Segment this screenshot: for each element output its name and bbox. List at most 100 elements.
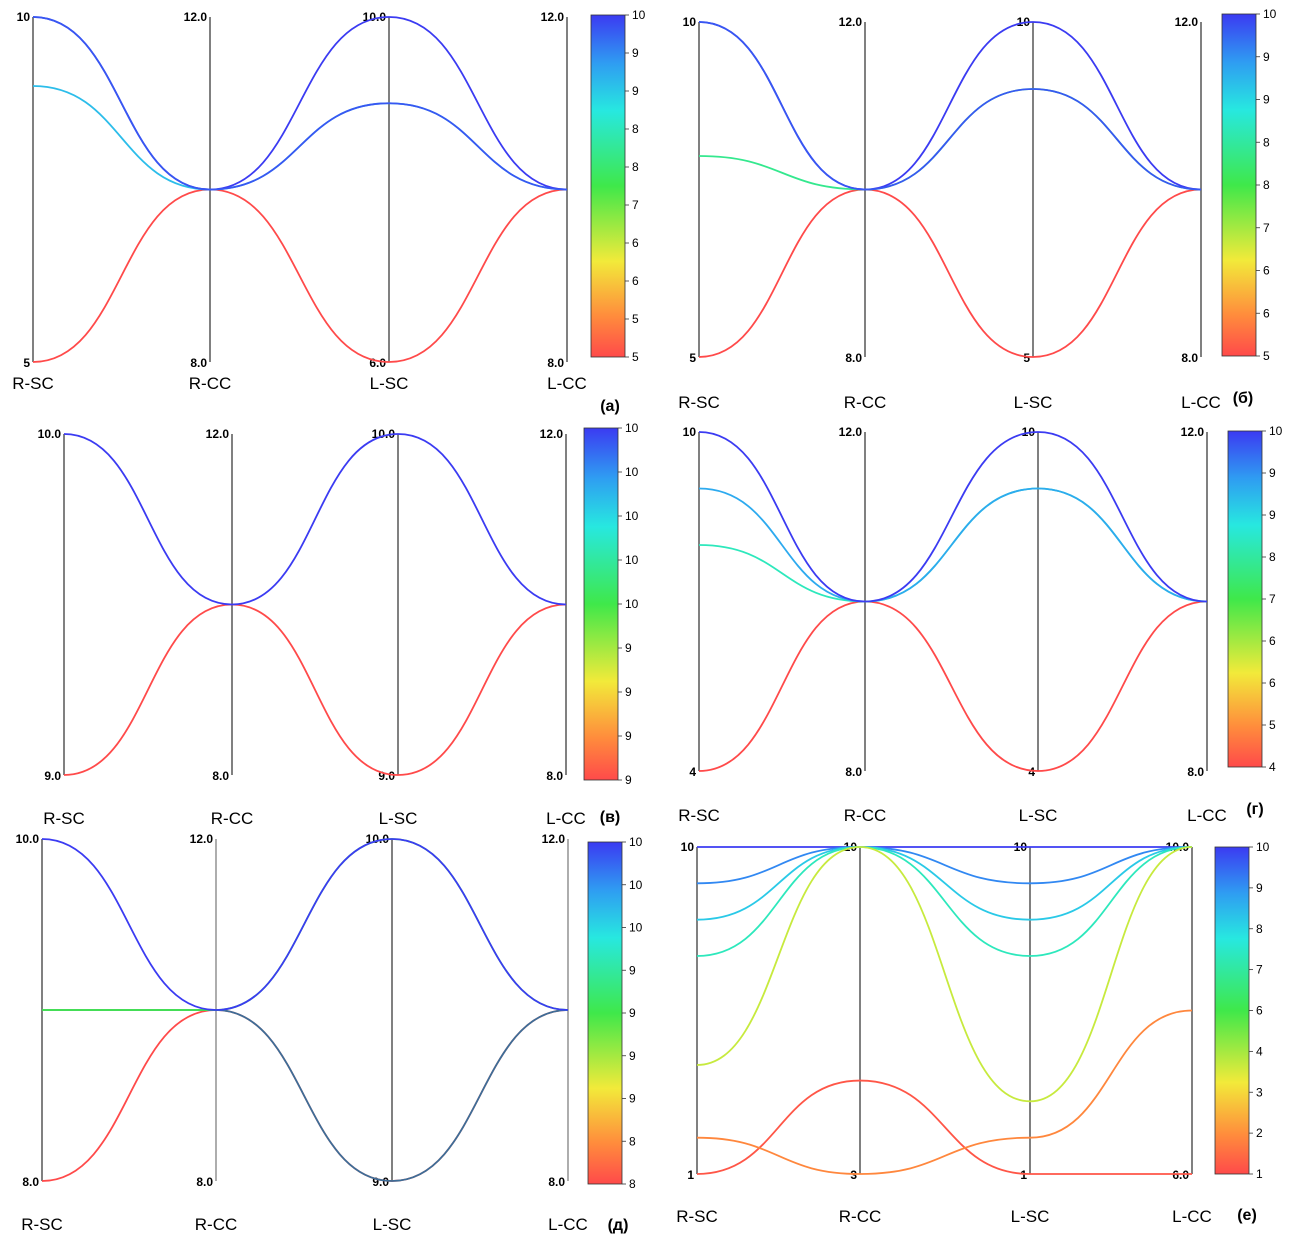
panel-label: (а) — [600, 398, 620, 415]
axis-name-label: R-CC — [839, 1207, 882, 1226]
axis-top-tick: 12.0 — [1181, 425, 1205, 439]
colorbar-tick-label: 8 — [1263, 178, 1270, 192]
axis-bottom-tick: 4 — [689, 765, 696, 779]
colorbar-tick-label: 10 — [632, 8, 646, 22]
colorbar-tick-label: 6 — [1263, 306, 1270, 320]
colorbar-frame — [590, 14, 626, 358]
colorbar-tick-label: 6 — [1263, 264, 1270, 278]
data-line — [696, 846, 1193, 921]
data-line — [63, 433, 567, 606]
axis-name-label: R-CC — [211, 809, 254, 828]
colorbar-tick-label: 9 — [1263, 93, 1270, 107]
axis-bottom-tick: 3 — [850, 1168, 857, 1182]
colorbar-tick-label: 9 — [1269, 466, 1276, 480]
colorbar-tick-label: 8 — [629, 1177, 636, 1191]
axis-top-tick: 12.0 — [839, 15, 863, 29]
colorbar-tick-label: 8 — [1263, 135, 1270, 149]
colorbar-tick-label: 5 — [632, 312, 639, 326]
colorbar-tick-label: 10 — [625, 553, 639, 567]
colorbar-tick-label: 9 — [625, 729, 632, 743]
panel-label: (д) — [608, 1217, 629, 1234]
axis-bottom-tick: 8.0 — [845, 765, 862, 779]
axis-name-label: R-CC — [844, 393, 887, 412]
axis-bottom-tick: 8.0 — [22, 1175, 39, 1189]
axis-name-label: L-CC — [546, 809, 586, 828]
data-line — [32, 188, 568, 363]
colorbar-tick-label: 9 — [1256, 881, 1263, 895]
colorbar — [1228, 431, 1262, 767]
axis-name-label: L-SC — [370, 374, 409, 393]
colorbar-tick-label: 7 — [632, 198, 639, 212]
axis-top-tick: 12.0 — [540, 427, 564, 441]
data-line — [32, 16, 568, 191]
axis-bottom-tick: 9.0 — [378, 769, 395, 783]
colorbar-tick-label: 7 — [1263, 221, 1270, 235]
axis-bottom-tick: 5 — [689, 351, 696, 365]
colorbar-tick-label: 9 — [1263, 50, 1270, 64]
colorbar — [588, 842, 622, 1184]
colorbar-tick-label: 5 — [1269, 718, 1276, 732]
data-line — [698, 431, 1208, 603]
axis-bottom-tick: 1 — [1020, 1168, 1027, 1182]
axis-name-label: L-CC — [1181, 393, 1221, 412]
colorbar-tick-label: 4 — [1269, 760, 1276, 774]
data-line — [698, 21, 1202, 191]
axis-top-tick: 12.0 — [839, 425, 863, 439]
colorbar-tick-label: 5 — [632, 350, 639, 364]
axis-name-label: L-SC — [1019, 806, 1058, 825]
chart-panel: 10.09.0R-SC12.08.0R-CC10.09.0L-SC12.08.0… — [38, 421, 639, 828]
chart-panel: 105R-SC12.08.0R-CC105L-SC12.08.0L-CC1099… — [678, 7, 1276, 412]
axis-bottom-tick: 8.0 — [212, 769, 229, 783]
colorbar-tick-label: 10 — [1256, 840, 1270, 854]
colorbar-tick-label: 9 — [632, 46, 639, 60]
axis-top-tick: 12.0 — [184, 10, 208, 24]
axis-name-label: R-CC — [189, 374, 232, 393]
axis-name-label: L-CC — [548, 1215, 588, 1234]
colorbar-tick-label: 3 — [1256, 1085, 1263, 1099]
colorbar-tick-label: 7 — [1256, 963, 1263, 977]
axis-top-tick: 12.0 — [190, 832, 214, 846]
data-line — [696, 846, 1193, 957]
colorbar-tick-label: 6 — [1269, 676, 1276, 690]
colorbar-tick-label: 10 — [629, 835, 643, 849]
chart-panel: 105R-SC12.08.0R-CC10.06.0L-SC12.08.0L-CC… — [12, 8, 645, 415]
colorbar-tick-label: 8 — [632, 160, 639, 174]
axis-bottom-tick: 8.0 — [546, 769, 563, 783]
colorbar-tick-label: 9 — [625, 641, 632, 655]
axis-name-label: R-CC — [195, 1215, 238, 1234]
colorbar-tick-label: 9 — [629, 1006, 636, 1020]
colorbar-tick-label: 8 — [632, 122, 639, 136]
axis-name-label: R-SC — [12, 374, 54, 393]
chart-panel: 10.08.0R-SC12.08.0R-CC10.09.0L-SC12.08.0… — [16, 832, 643, 1234]
chart-panel: 101R-SC103R-CC101L-SC10.06.0L-CC10987643… — [676, 840, 1269, 1226]
data-line — [698, 487, 1208, 603]
colorbar-tick-label: 9 — [629, 1049, 636, 1063]
axis-top-tick: 10.0 — [38, 427, 62, 441]
axis-name-label: L-SC — [1014, 393, 1053, 412]
axis-bottom-tick: 8.0 — [196, 1175, 213, 1189]
axis-name-label: L-CC — [547, 374, 587, 393]
colorbar-tick-label: 6 — [632, 274, 639, 288]
colorbar-tick-label: 8 — [1256, 922, 1263, 936]
axis-bottom-tick: 6.0 — [369, 356, 386, 370]
data-line — [698, 487, 1208, 603]
colorbar-tick-label: 6 — [1269, 634, 1276, 648]
colorbar-tick-label: 10 — [1269, 424, 1283, 438]
axis-bottom-tick: 5 — [23, 356, 30, 370]
colorbar-tick-label: 10 — [1263, 7, 1277, 21]
colorbar-tick-label: 6 — [632, 236, 639, 250]
data-line — [698, 600, 1208, 772]
data-line — [32, 16, 568, 191]
colorbar-tick-label: 1 — [1256, 1167, 1263, 1181]
data-line — [696, 1009, 1193, 1175]
data-line — [698, 188, 1202, 358]
axis-top-tick: 10 — [17, 10, 31, 24]
chart-panel: 104R-SC12.08.0R-CC104L-SC12.08.0L-CC1099… — [678, 424, 1282, 825]
axis-top-tick: 12.0 — [541, 10, 565, 24]
data-line — [63, 603, 567, 776]
axis-top-tick: 12.0 — [206, 427, 230, 441]
panel-label: (б) — [1233, 390, 1254, 407]
axis-bottom-tick: 8.0 — [845, 351, 862, 365]
axis-name-label: R-SC — [676, 1207, 718, 1226]
